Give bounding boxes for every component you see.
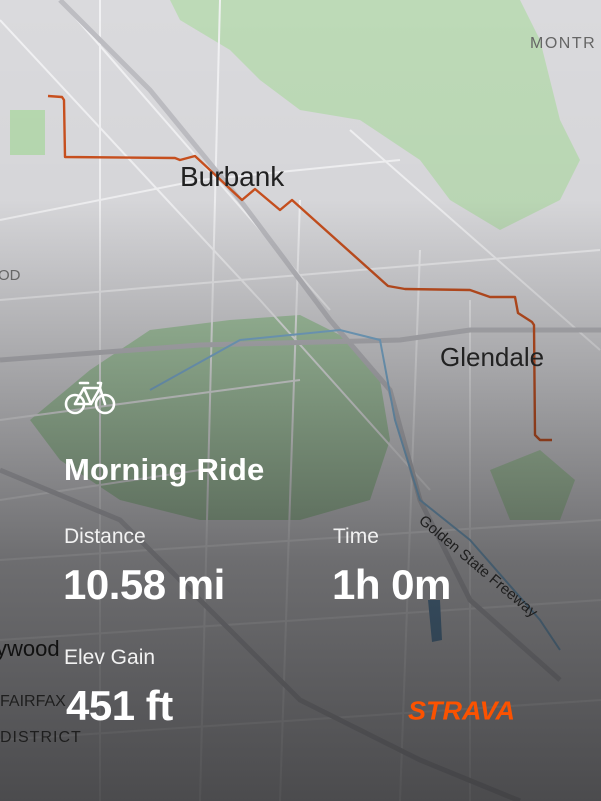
park-area — [10, 110, 45, 155]
bike-icon — [64, 381, 116, 415]
strava-logo: STRAVA — [408, 696, 515, 726]
elev-gain-label: Elev Gain — [64, 646, 156, 669]
time-value: 1h 0m — [332, 561, 451, 608]
time-label: Time — [333, 525, 379, 548]
activity-title: Morning Ride — [64, 452, 265, 487]
elev-gain-value: 451 ft — [66, 682, 173, 729]
distance-label: Distance — [64, 525, 146, 548]
distance-value: 10.58 mi — [63, 561, 225, 608]
